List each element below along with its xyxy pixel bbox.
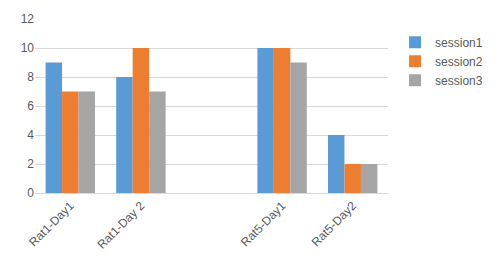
svg-text:10: 10 [21, 41, 35, 55]
svg-text:session3: session3 [435, 74, 483, 88]
svg-text:4: 4 [27, 128, 34, 142]
svg-text:2: 2 [27, 157, 34, 171]
svg-text:Rat5-Day2: Rat5-Day2 [309, 199, 360, 250]
svg-text:session1: session1 [435, 36, 483, 50]
svg-text:0: 0 [27, 186, 34, 200]
svg-text:Rat1-Day 2: Rat1-Day 2 [94, 199, 147, 252]
svg-text:12: 12 [21, 12, 35, 26]
svg-text:session2: session2 [435, 55, 483, 69]
svg-text:Rat5-Day1: Rat5-Day1 [238, 199, 289, 250]
svg-text:6: 6 [27, 99, 34, 113]
svg-text:8: 8 [27, 70, 34, 84]
svg-text:Rat1-Day1: Rat1-Day1 [26, 199, 77, 250]
